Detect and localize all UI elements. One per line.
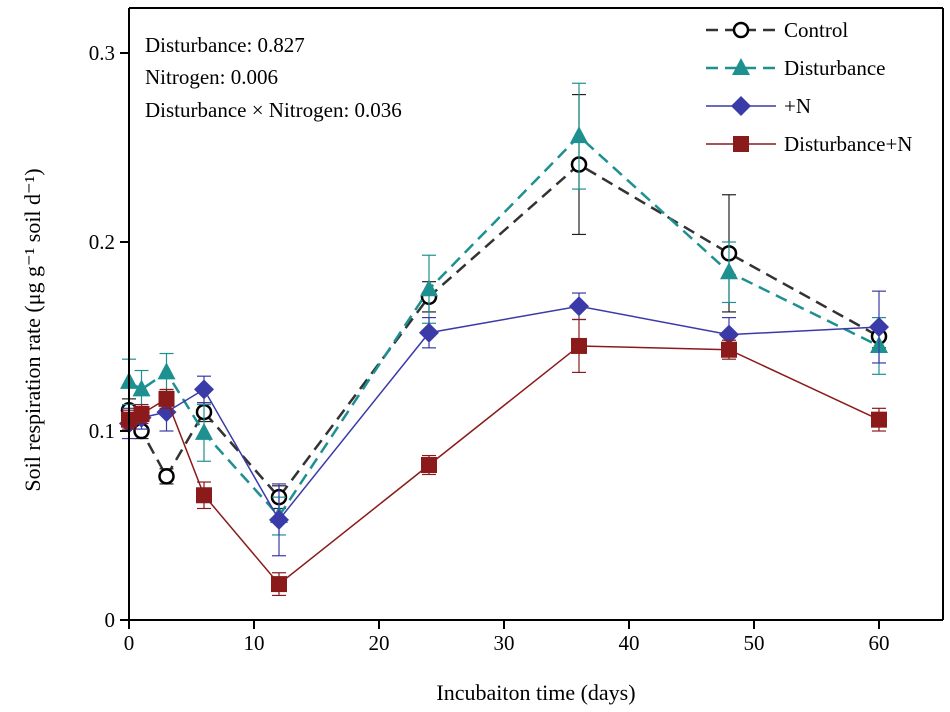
- series-line: [128, 345, 880, 586]
- data-point: [419, 322, 439, 343]
- legend-item: Disturbance+N: [706, 132, 912, 156]
- data-point: [720, 262, 738, 280]
- x-tick-label: 60: [869, 631, 890, 655]
- data-point: [569, 296, 589, 317]
- data-point: [719, 324, 739, 345]
- data-point: [158, 390, 175, 407]
- x-tick-label: 50: [744, 631, 765, 655]
- x-tick-label: 10: [244, 631, 265, 655]
- annotation-nitrogen: Nitrogen: 0.006: [145, 65, 278, 89]
- data-point: [196, 487, 212, 504]
- data-point: [869, 317, 889, 338]
- y-tick-label: 0.1: [89, 419, 115, 443]
- data-point: [269, 509, 289, 530]
- series-line: [127, 162, 880, 500]
- legend-label: Disturbance: [784, 56, 885, 80]
- legend-marker: [733, 136, 749, 152]
- series-line: [128, 305, 880, 522]
- series-disturbance-n: [121, 318, 887, 597]
- y-axis-label: Soil respiration rate (μg g⁻¹ soil d⁻¹): [20, 168, 45, 491]
- data-point: [194, 379, 214, 400]
- legend-label: +N: [784, 94, 811, 118]
- legend-item: Control: [706, 18, 848, 42]
- x-axis-label: Incubaiton time (days): [436, 680, 635, 705]
- legend-marker: [731, 96, 751, 116]
- legend-marker: [732, 21, 750, 39]
- data-point: [158, 468, 175, 485]
- data-point: [570, 126, 588, 144]
- series--n: [119, 290, 889, 557]
- data-point: [132, 379, 151, 397]
- data-point: [420, 279, 438, 297]
- data-point: [421, 457, 437, 474]
- x-tick-label: 30: [494, 631, 515, 655]
- legend-label: Control: [784, 18, 848, 42]
- legend-label: Disturbance+N: [784, 132, 912, 156]
- data-point: [157, 362, 176, 380]
- x-tick-label: 20: [369, 631, 390, 655]
- legend-item: Disturbance: [706, 56, 885, 80]
- annotation-disturbance: Disturbance: 0.827: [145, 33, 305, 57]
- data-point: [271, 576, 287, 593]
- series-disturbance: [120, 82, 888, 536]
- y-tick-label: 0.2: [89, 230, 115, 254]
- x-tick-label: 0: [124, 631, 135, 655]
- series-line: [128, 134, 880, 519]
- data-point: [571, 337, 587, 354]
- data-point: [133, 405, 150, 422]
- legend-item: +N: [706, 94, 811, 118]
- data-point: [721, 341, 737, 358]
- x-tick-label: 40: [619, 631, 640, 655]
- data-point: [195, 422, 213, 440]
- y-tick-label: 0: [105, 608, 116, 632]
- data-point: [156, 402, 177, 423]
- annotation-interaction: Disturbance × Nitrogen: 0.036: [145, 98, 402, 122]
- y-tick-label: 0.3: [89, 41, 115, 65]
- data-point: [871, 411, 887, 428]
- legend-marker: [732, 58, 750, 75]
